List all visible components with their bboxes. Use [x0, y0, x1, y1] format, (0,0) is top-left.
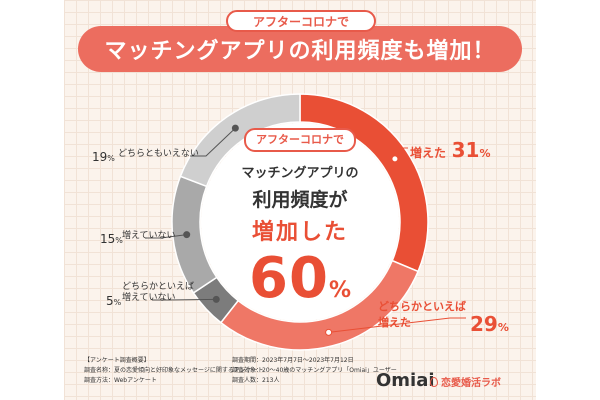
leader-line-4	[190, 127, 236, 157]
label-neither: どちらともいえない	[118, 149, 199, 159]
lab-logo-text: 恋愛婚活ラボ	[441, 378, 501, 389]
lab-logo: 恋愛婚活ラボ	[430, 374, 501, 389]
label-neither-pct: 19%	[92, 150, 115, 164]
center-tag: アフターコロナで	[244, 128, 356, 152]
label-somewhat-not-pct: 5%	[106, 294, 121, 308]
label-somewhat-increased: どちらかといえば 増えた	[378, 298, 466, 330]
drop-icon	[430, 376, 438, 387]
label-somewhat-increased-unit: %	[497, 321, 509, 334]
donut-center	[201, 123, 399, 321]
headline-tag: アフターコロナで	[226, 10, 376, 32]
label-increased-text: 増えた	[410, 146, 447, 160]
omiai-logo: Omiai	[376, 370, 435, 391]
leader-line-3	[145, 234, 187, 239]
label-somewhat-not-value: 5	[106, 294, 114, 308]
survey-period: 調査期間：2023年7月7日～2023年7月12日	[232, 357, 354, 364]
survey-info-left: 【アンケート調査概要】 調査名称：夏の恋愛傾向と好印象なメッセージに関するアンケ…	[84, 356, 264, 386]
center-line-1: マッチングアプリの	[241, 166, 359, 181]
survey-info-right: 調査期間：2023年7月7日～2023年7月12日 調査対象：20～40歳のマッ…	[232, 356, 397, 386]
survey-method: 調査方法：Webアンケート	[84, 377, 157, 384]
label-somewhat-not-line2: 増えていない	[122, 293, 176, 303]
leader-line-2	[152, 298, 217, 301]
headline-tag-text: アフターコロナで	[252, 14, 349, 29]
leader-dot-4	[231, 124, 239, 132]
leader-dot-1	[325, 328, 333, 336]
center-summary: アフターコロナで マッチングアプリの 利用頻度が 増加した 60%	[210, 128, 390, 311]
center-percent-value: 60	[249, 246, 329, 311]
leader-line-1	[328, 317, 466, 333]
donut-slice-4	[179, 93, 301, 188]
label-somewhat-not: どちらかといえば 増えていない	[122, 282, 194, 304]
survey-name: 調査名称：夏の恋愛傾向と好印象なメッセージに関するアンケート	[84, 367, 264, 374]
label-neither-value: 19	[92, 150, 108, 164]
label-increased: 増えた 31%	[410, 138, 490, 162]
survey-target: 調査対象：20～40歳のマッチングアプリ「Omiai」ユーザー	[232, 367, 397, 374]
label-increased-value: 31	[451, 138, 480, 162]
label-neither-unit: %	[107, 154, 115, 163]
headline-title: マッチングアプリの利用頻度も増加！	[104, 39, 496, 64]
label-not-increased-unit: %	[115, 236, 123, 245]
leader-dot-2	[212, 295, 220, 303]
center-line-2: 利用頻度が	[252, 189, 348, 211]
label-somewhat-increased-line1: どちらかといえば	[378, 300, 466, 313]
label-not-increased: 増えていない	[122, 231, 176, 241]
center-line-3: 増加した	[251, 220, 348, 245]
label-somewhat-increased-line2: 増えた	[378, 316, 411, 329]
label-not-increased-value: 15	[100, 232, 116, 246]
leader-line-0	[391, 147, 408, 159]
center-percent: 60%	[210, 246, 390, 311]
label-somewhat-increased-pct: 29%	[470, 312, 509, 336]
label-somewhat-not-line1: どちらかといえば	[122, 282, 195, 292]
survey-title: 【アンケート調査概要】	[84, 357, 150, 364]
center-percent-unit: %	[328, 278, 351, 303]
leader-dot-0	[391, 155, 399, 163]
leader-dot-3	[183, 231, 191, 239]
headline-banner: マッチングアプリの利用頻度も増加！	[78, 26, 522, 72]
label-not-increased-pct: 15%	[100, 232, 123, 246]
label-increased-unit: %	[479, 147, 491, 160]
survey-count: 調査人数：213人	[232, 377, 280, 384]
label-somewhat-increased-value: 29	[470, 312, 498, 336]
label-somewhat-not-unit: %	[113, 298, 122, 307]
